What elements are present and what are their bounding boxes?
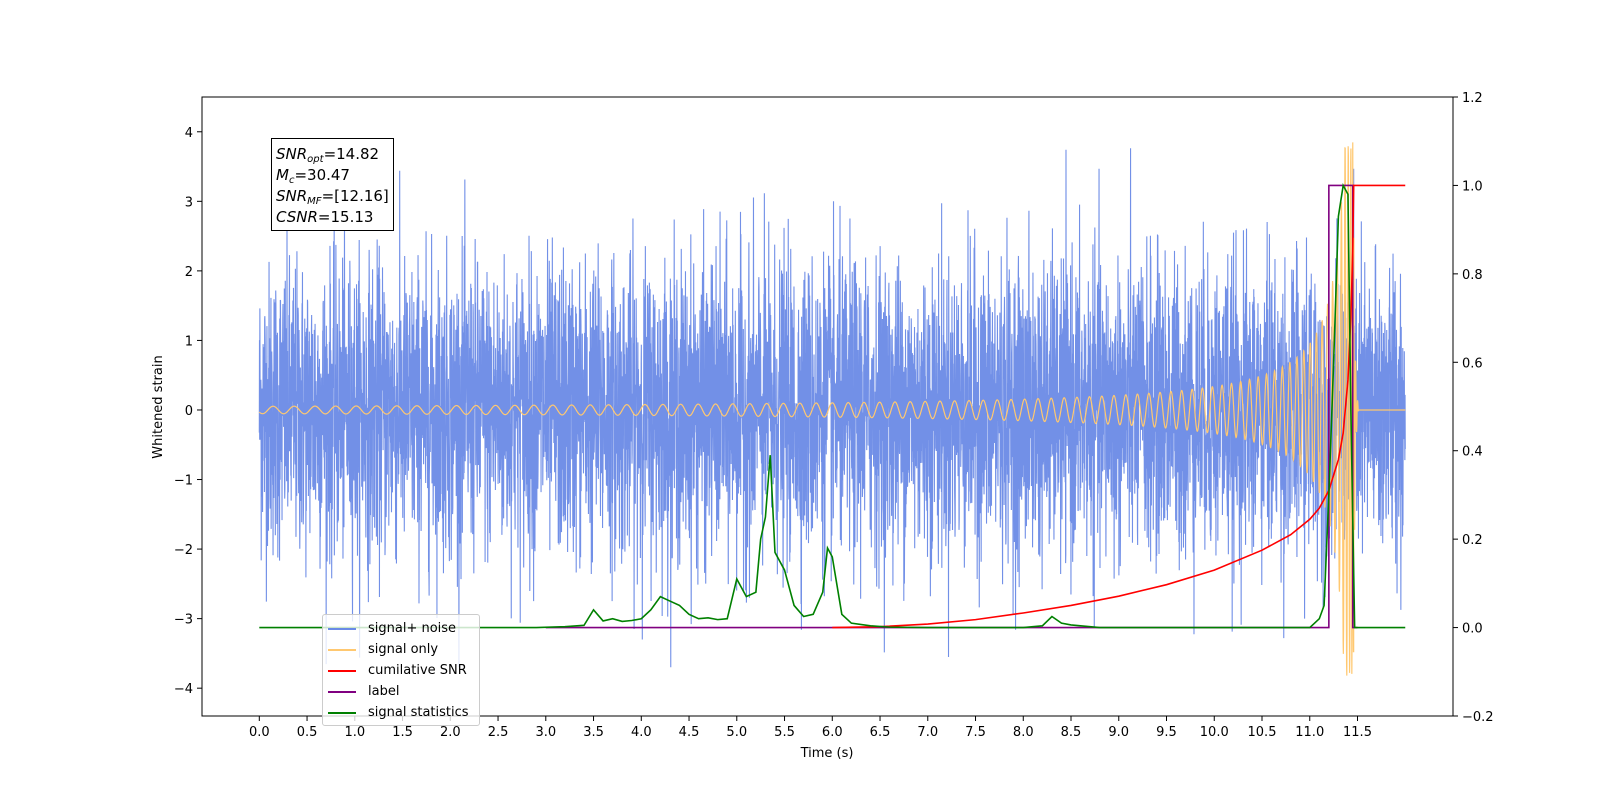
- y-tick-label: −3: [174, 613, 193, 628]
- x-tick-label: 4.0: [631, 725, 652, 740]
- plot-frame: [201, 96, 1454, 717]
- legend: signal+ noise signal only cumilative SNR…: [322, 614, 480, 726]
- x-tick-label: 2.5: [488, 725, 509, 740]
- series-layer: [258, 142, 1406, 676]
- series-signal-statistics-line: [259, 182, 1406, 629]
- x-tick-label: 1.0: [344, 725, 365, 740]
- legend-swatch: [328, 648, 356, 651]
- y-tick-label: 0: [185, 404, 193, 419]
- legend-swatch: [328, 711, 356, 714]
- y2-axis-ticks: −0.2 0.0 0.2 0.4 0.6 0.8 1.0 1.2: [1453, 91, 1494, 725]
- legend-entry-signal-only: signal only: [323, 639, 479, 660]
- x-tick-label: 6.5: [870, 725, 891, 740]
- x-tick-label: 8.5: [1061, 725, 1082, 740]
- legend-entry-cumulative-snr: cumilative SNR: [323, 660, 479, 681]
- y2-tick-label: 0.2: [1462, 533, 1483, 548]
- y-tick-label: 1: [185, 334, 193, 349]
- csnr-line: CSNR=15.13: [276, 208, 374, 226]
- series-signal-only-line: [258, 142, 1406, 676]
- y-tick-label: −1: [174, 474, 193, 489]
- y2-tick-label: 0.4: [1462, 445, 1483, 460]
- x-tick-label: 11.5: [1343, 725, 1372, 740]
- x-tick-label: 0.0: [249, 725, 270, 740]
- x-axis-ticks: 0.0 0.5 1.0 1.5 2.0 2.5 3.0 3.5 4.0 4.5 5.0 5.5 6.0 6…: [249, 716, 1372, 740]
- y2-tick-label: 1.2: [1462, 91, 1483, 106]
- snr-mf-line: SNRMF=[12.16]: [276, 187, 389, 207]
- x-tick-label: 4.5: [679, 725, 700, 740]
- series-cumulative-snr-line: [832, 184, 1406, 629]
- x-tick-label: 5.5: [774, 725, 795, 740]
- x-tick-label: 7.5: [965, 725, 986, 740]
- y-tick-label: −4: [174, 682, 193, 697]
- x-tick-label: 10.5: [1248, 725, 1277, 740]
- x-tick-label: 0.5: [297, 725, 318, 740]
- y2-tick-label: 0.0: [1462, 622, 1483, 637]
- x-tick-label: 2.0: [440, 725, 461, 740]
- y-tick-label: 4: [185, 126, 193, 141]
- y-axis-ticks: −4 −3 −2 −1 0 1 2 3 4: [174, 126, 202, 697]
- x-tick-label: 10.0: [1200, 725, 1229, 740]
- y-axis-label: Whitened strain: [151, 355, 166, 458]
- x-tick-label: 3.0: [535, 725, 556, 740]
- x-tick-label: 6.0: [822, 725, 843, 740]
- legend-entry-label: label: [323, 681, 479, 702]
- stats-annotation-box: SNRopt=14.82 Mc=30.47 SNRMF=[12.16] CSNR…: [271, 138, 394, 231]
- y-tick-label: −2: [174, 543, 193, 558]
- legend-swatch: [328, 627, 356, 630]
- x-tick-label: 8.0: [1013, 725, 1034, 740]
- snr-opt-line: SNRopt=14.82: [276, 145, 380, 165]
- chirp-mass-line: Mc=30.47: [276, 166, 350, 186]
- y2-tick-label: 1.0: [1462, 179, 1483, 194]
- legend-swatch: [328, 690, 356, 693]
- legend-swatch: [328, 669, 356, 672]
- x-tick-label: 3.5: [583, 725, 604, 740]
- x-tick-label: 1.5: [392, 725, 413, 740]
- x-tick-label: 11.0: [1295, 725, 1324, 740]
- y2-tick-label: 0.8: [1462, 268, 1483, 283]
- y-tick-label: 3: [185, 195, 193, 210]
- y2-tick-label: −0.2: [1462, 710, 1494, 725]
- x-tick-label: 9.0: [1108, 725, 1129, 740]
- legend-entry-signal-statistics: signal statistics: [323, 702, 479, 723]
- x-tick-label: 7.0: [917, 725, 938, 740]
- x-tick-label: 5.0: [726, 725, 747, 740]
- y2-tick-label: 0.6: [1462, 356, 1483, 371]
- x-tick-label: 9.5: [1156, 725, 1177, 740]
- y-tick-label: 2: [185, 265, 193, 280]
- legend-entry-signal-noise: signal+ noise: [323, 618, 479, 639]
- x-axis-label: Time (s): [800, 746, 854, 761]
